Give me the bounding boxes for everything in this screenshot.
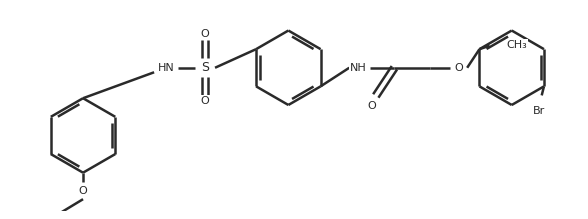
Text: O: O bbox=[455, 63, 463, 73]
Text: O: O bbox=[79, 186, 88, 196]
Text: O: O bbox=[368, 101, 376, 111]
Text: NH: NH bbox=[350, 63, 367, 73]
Text: O: O bbox=[201, 96, 209, 106]
Text: HN: HN bbox=[158, 63, 175, 73]
Text: Br: Br bbox=[533, 106, 546, 116]
Text: O: O bbox=[201, 30, 209, 39]
Text: S: S bbox=[201, 61, 209, 74]
Text: CH₃: CH₃ bbox=[506, 40, 527, 50]
